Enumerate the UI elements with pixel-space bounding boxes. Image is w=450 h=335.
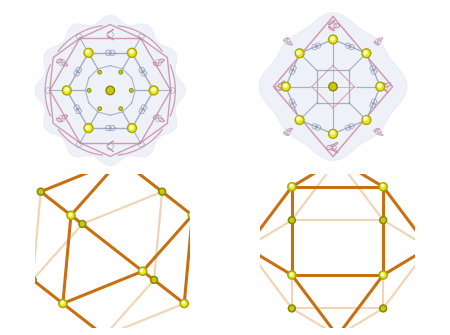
Circle shape (139, 267, 147, 275)
Circle shape (127, 124, 136, 133)
Circle shape (98, 70, 102, 74)
Circle shape (188, 211, 196, 219)
Circle shape (29, 276, 36, 283)
Circle shape (333, 332, 342, 335)
Circle shape (84, 48, 93, 57)
Circle shape (130, 88, 133, 92)
Circle shape (79, 220, 86, 227)
Polygon shape (259, 13, 407, 160)
Circle shape (67, 211, 75, 219)
Circle shape (288, 217, 295, 224)
Circle shape (362, 116, 371, 124)
Circle shape (151, 276, 157, 283)
Circle shape (98, 107, 102, 111)
Polygon shape (35, 15, 185, 166)
Circle shape (119, 70, 123, 74)
Circle shape (119, 107, 123, 111)
Circle shape (106, 86, 114, 95)
Circle shape (63, 86, 71, 95)
Circle shape (295, 116, 304, 124)
Circle shape (380, 305, 387, 312)
Circle shape (59, 299, 67, 308)
Circle shape (87, 88, 91, 92)
Circle shape (376, 82, 385, 91)
Circle shape (329, 82, 337, 91)
Circle shape (101, 332, 108, 335)
Circle shape (281, 82, 290, 91)
Circle shape (288, 271, 296, 279)
Circle shape (37, 188, 44, 195)
Circle shape (180, 299, 188, 308)
Circle shape (84, 124, 93, 133)
Circle shape (288, 305, 295, 312)
Circle shape (149, 86, 158, 95)
Circle shape (127, 48, 136, 57)
Circle shape (288, 183, 296, 191)
Circle shape (295, 49, 304, 58)
Circle shape (425, 244, 433, 252)
Circle shape (334, 156, 341, 163)
Circle shape (379, 183, 387, 191)
Circle shape (362, 49, 371, 58)
Circle shape (379, 271, 387, 279)
Circle shape (328, 129, 338, 138)
Circle shape (242, 244, 250, 252)
Circle shape (117, 155, 125, 163)
Circle shape (328, 35, 338, 44)
Circle shape (380, 217, 387, 224)
Circle shape (159, 188, 166, 195)
